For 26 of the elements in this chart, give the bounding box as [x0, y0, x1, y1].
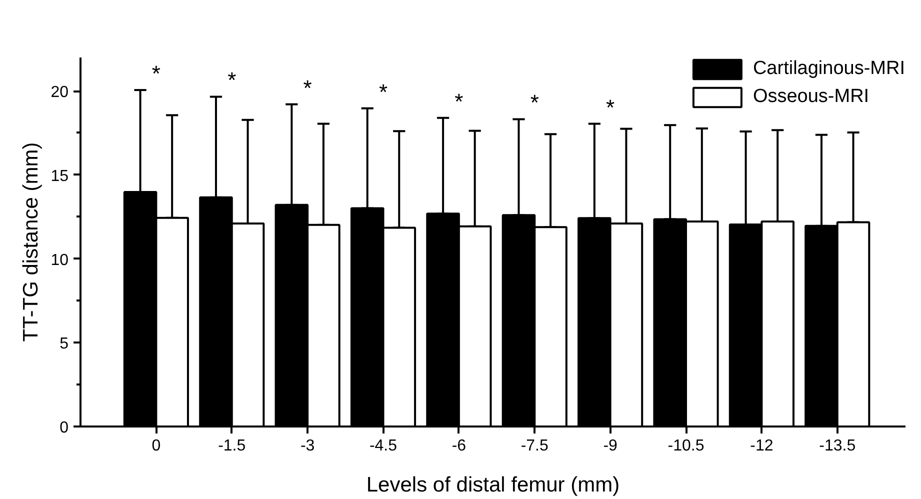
annotation: *	[606, 94, 616, 120]
x-tick-label: -9	[603, 438, 618, 454]
y-tick-label: 10	[50, 252, 69, 269]
x-tick-label: -12	[750, 438, 774, 454]
y-tick-label: 15	[50, 168, 69, 185]
annotation: *	[152, 61, 161, 86]
annotation: *	[454, 88, 464, 114]
y-tick-label: 0	[60, 420, 69, 436]
x-tick-label: -10.5	[668, 438, 704, 454]
y-tick-label: 5	[60, 336, 69, 353]
legend-label: Osseous-MRI	[752, 86, 870, 108]
x-tick-label: -4.5	[369, 438, 398, 454]
x-tick-label: -3	[300, 438, 315, 454]
annotation: *	[378, 79, 388, 104]
y-tick-label: 20	[50, 84, 69, 102]
x-tick-label: -1.5	[218, 438, 246, 454]
annotation: *	[228, 68, 237, 93]
legend-label: Cartilaginous-MRI	[752, 58, 905, 80]
y-axis-title: TT-TG distance (mm)	[20, 142, 43, 342]
x-tick-label: -6	[452, 438, 466, 454]
x-tick-label: -13.5	[819, 438, 856, 454]
x-axis-title: Levels of distal femur (mm)	[366, 474, 620, 496]
x-tick-label: -7.5	[520, 438, 549, 454]
annotation: *	[303, 75, 312, 100]
x-tick-label: 0	[152, 438, 161, 454]
annotation: *	[530, 90, 540, 116]
